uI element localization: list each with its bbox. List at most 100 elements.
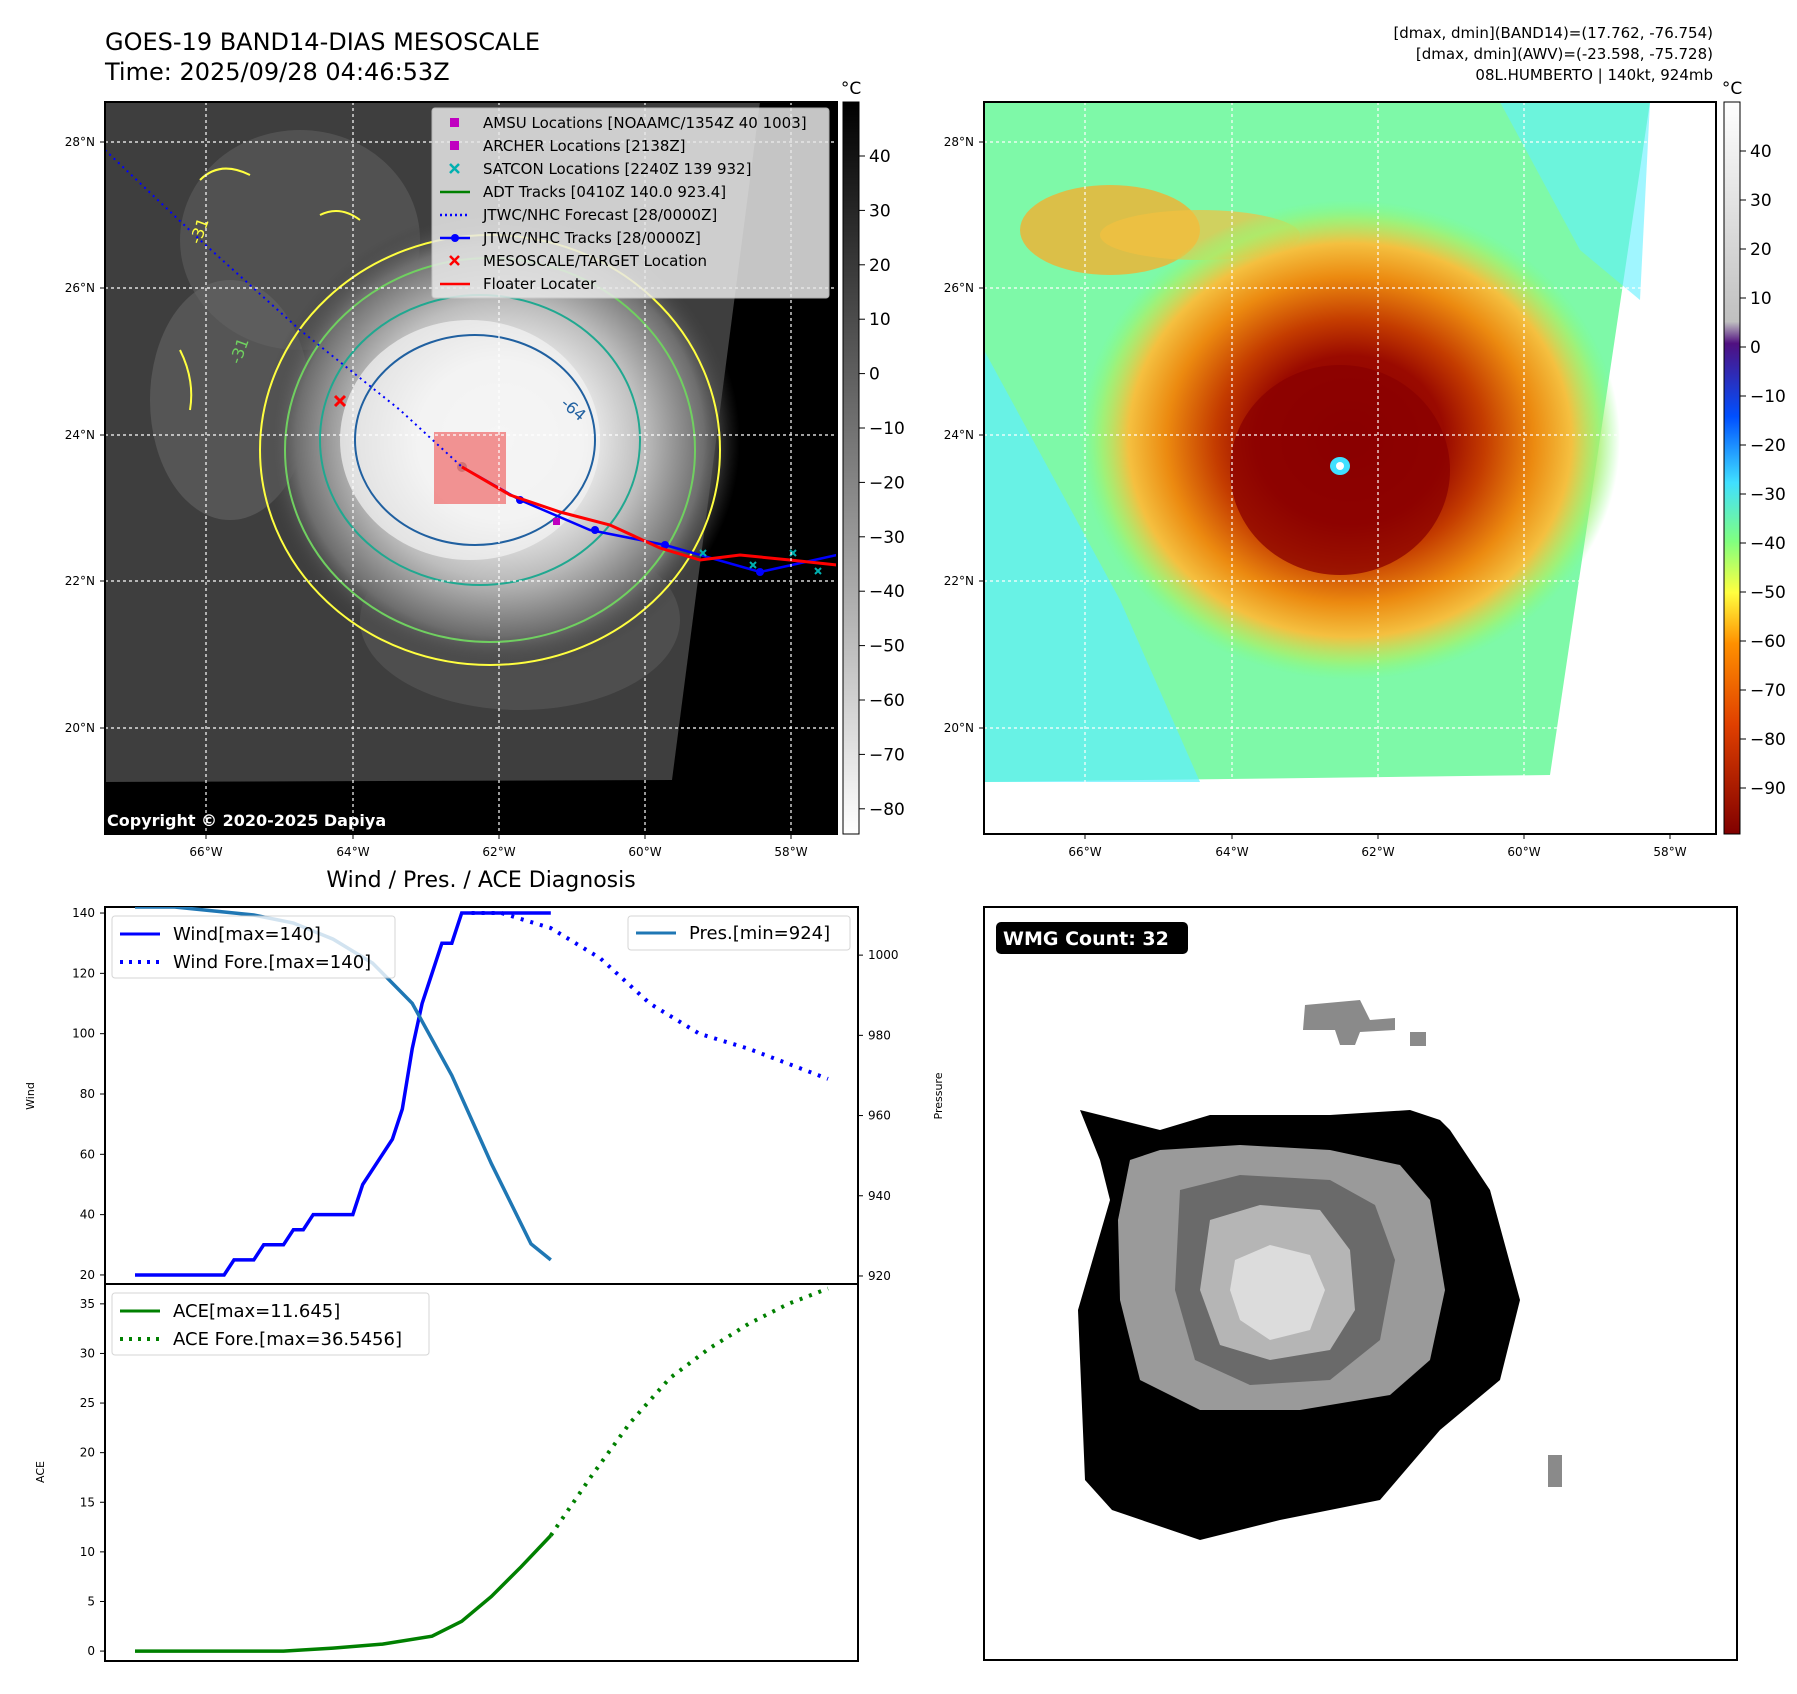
diagnosis-title: Wind / Pres. / ACE Diagnosis [326,868,635,893]
info-dmax-awv: [dmax, dmin](AWV)=(-23.598, -75.728) [1416,45,1713,63]
wind-ylabel: Wind [24,1082,37,1110]
colorbar-tick: 40 [1750,142,1772,162]
color-lat-tick: 24°N [944,428,974,442]
contour-blue [354,334,596,546]
ir-lat-tick: 24°N [65,428,95,442]
ir-map-panel: -31 -31 -64 Copyright © 2020-2025 Dapiya… [65,101,838,859]
map-legend-item: JTWC/NHC Forecast [28/0000Z] [440,206,717,224]
y-tick-label: 960 [868,1109,891,1123]
map-legend-label: MESOSCALE/TARGET Location [483,252,707,270]
ace-ylabel: ACE [34,1461,47,1483]
colorbar-tick: 20 [869,256,891,276]
y-tick-label: 940 [868,1189,891,1203]
colorbar-tick: 20 [1750,240,1772,260]
figure-title: GOES-19 BAND14-DIAS MESOSCALE [105,28,540,56]
map-legend-item: JTWC/NHC Tracks [28/0000Z] [440,229,701,247]
colorbar-tick: 30 [1750,191,1772,211]
colorbar-tick: 0 [869,365,880,385]
color-gridlines [984,102,1716,834]
y-tick-label: 5 [87,1594,95,1608]
ir-lon-tick: 58°W [774,845,807,859]
colorbar-tick: −80 [1750,730,1786,750]
color-lon-tick: 62°W [1361,845,1394,859]
map-legend-label: SATCON Locations [2240Z 139 932] [483,160,751,178]
y-tick-label: 15 [80,1495,95,1509]
map-legend: AMSU Locations [NOAAMC/1354Z 40 1003] ARC… [431,107,830,299]
mesoscale-target-marker [333,394,347,408]
colorbar-tick: −40 [869,582,905,602]
colorbar-tick: 0 [1750,338,1761,358]
colorbar-tick: −40 [1750,534,1786,554]
ace-panel: 0 5 10 15 20 25 30 35 ACE ACE[max=11.645] ACE F… [34,1283,859,1662]
aceseries-line [135,1534,553,1653]
wmg-count-badge [996,922,1188,954]
ace-fore-series-line [549,1286,829,1537]
color-colorbar: °C 40 30 20 10 0 −10 −20 −30 −40 −50 −60 −70 −80 −90 [1722,79,1786,835]
gray-colorbar-unit: °C [841,79,861,99]
wind-legend: Wind[max=140] Wind Fore.[max=140] [111,915,396,979]
y-tick-label: 10 [80,1545,95,1559]
colorbar-tick: −10 [869,419,905,439]
color-colorbar-unit: °C [1722,79,1742,99]
y-tick-label: 980 [868,1028,891,1042]
y-tick-label: 920 [868,1269,891,1283]
colorbar-tick: −20 [869,473,905,493]
color-lon-tick: 60°W [1507,845,1540,859]
copyright-text: Copyright © 2020-2025 Dapiya [107,811,386,830]
colorbar-tick: 30 [869,201,891,221]
y-tick-label: 25 [80,1396,95,1410]
map-legend-label: JTWC/NHC Tracks [28/0000Z] [482,229,701,247]
colorbar-tick: 10 [869,310,891,330]
windseries-line [135,911,551,1277]
ir-lon-tick: 64°W [336,845,369,859]
colorbar-tick: −30 [869,528,905,548]
ir-lat-tick: 26°N [65,281,95,295]
pressure-legend-label: Pres.[min=924] [689,923,830,944]
y-tick-label: 80 [80,1087,95,1101]
y-tick-label: 0 [87,1644,95,1658]
color-lon-tick: 58°W [1653,845,1686,859]
color-lon-tick: 64°W [1215,845,1248,859]
colorbar-tick: 10 [1750,289,1772,309]
map-legend-item: AMSU Locations [NOAAMC/1354Z 40 1003] [450,114,807,132]
pressure-legend: Pres.[min=924] [627,915,851,951]
wind-fore-legend-label: Wind Fore.[max=140] [173,952,371,973]
color-lat-tick: 20°N [944,721,974,735]
y-tick-label: 60 [80,1147,95,1161]
colorbar-tick: −50 [869,637,905,657]
ir-lon-tick: 60°W [628,845,661,859]
ir-lon-tick: 62°W [482,845,515,859]
ace-fore-legend-label: ACE Fore.[max=36.5456] [173,1329,402,1350]
ir-lat-tick: 28°N [65,135,95,149]
colorbar-tick: −70 [869,745,905,765]
wmg-panel: WMG Count: 32 [983,906,1738,1661]
y-tick-label: 35 [80,1297,95,1311]
colorbar-tick: −50 [1750,583,1786,603]
colorbar-tick: −90 [1750,779,1786,799]
archer-marker [553,518,560,525]
map-legend-label: ADT Tracks [0410Z 140.0 923.4] [483,183,726,201]
color-lon-tick: 66°W [1068,845,1101,859]
colorbar-tick: −70 [1750,681,1786,701]
wind-pressure-panel: Wind / Pres. / ACE Diagnosis 20 40 60 80 100… [24,868,945,1285]
wmg-image [1078,1000,1562,1540]
colorbar-tick: −30 [1750,485,1786,505]
figure-time: Time: 2025/09/28 04:46:53Z [104,58,450,86]
forecast-track-line [105,149,463,468]
y-tick-label: 1000 [868,948,899,962]
map-legend-item: ARCHER Locations [2138Z] [450,137,686,155]
color-map-panel: 28°N 26°N 24°N 22°N 20°N 66°W 64°W 62°W 60°W 58°… [944,101,1717,859]
y-tick-label: 140 [72,906,95,920]
colorbar-tick: 40 [869,147,891,167]
floater-line [461,465,837,567]
map-legend-label: JTWC/NHC Forecast [28/0000Z] [482,206,717,224]
satcon-markers [699,549,822,575]
info-storm: 08L.HUMBERTO | 140kt, 924mb [1475,66,1713,84]
y-tick-label: 40 [80,1208,95,1222]
target-box [434,432,506,504]
map-legend-item: SATCON Locations [2240Z 139 932] [449,160,751,178]
map-legend-label: ARCHER Locations [2138Z] [483,137,686,155]
ace-legend: ACE[max=11.645] ACE Fore.[max=36.5456] [111,1292,430,1356]
ir-lat-tick: 20°N [65,721,95,735]
